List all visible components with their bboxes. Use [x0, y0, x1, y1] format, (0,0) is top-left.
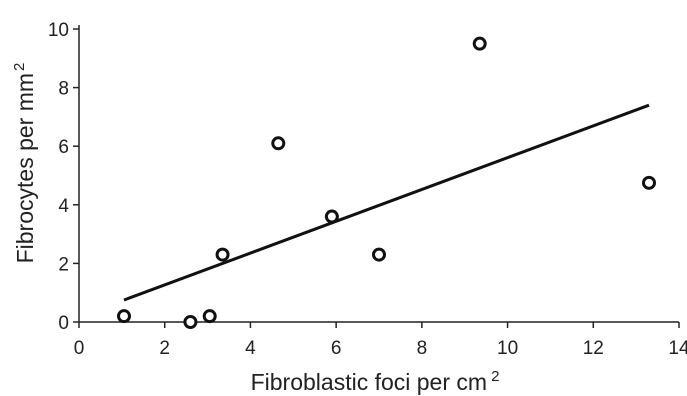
data-point [202, 309, 217, 324]
y-tick-label: 2 [58, 254, 69, 275]
data-point [215, 247, 230, 262]
y-tick-label: 6 [58, 137, 69, 158]
x-tick-label: 4 [245, 338, 256, 359]
data-point [183, 315, 198, 329]
trendline [123, 103, 650, 302]
x-tick-label: 12 [583, 338, 604, 359]
x-tick-label: 8 [417, 338, 428, 359]
data-point [372, 247, 386, 262]
data-point [271, 136, 286, 151]
ticks: 0 2 4 6 8 10 12 14 0 2 4 6 8 10 [48, 20, 687, 359]
y-tick-label: 4 [58, 196, 69, 217]
y-tick-label: 0 [58, 313, 69, 334]
x-tick-label: 10 [497, 338, 518, 359]
trendline-group [123, 103, 650, 302]
data-point [324, 209, 339, 224]
y-tick-label: 8 [58, 79, 69, 100]
axes [78, 25, 679, 323]
data-point [472, 36, 487, 51]
data-point [117, 309, 131, 324]
y-tick-label: 10 [48, 20, 69, 41]
x-tick-label: 6 [331, 338, 342, 359]
x-tick-label: 0 [74, 338, 85, 359]
y-axis-title: Fibrocytes per mm2 [11, 63, 38, 264]
data-points [117, 36, 656, 329]
x-axis-title: Fibroblastic foci per cm 2 [251, 368, 500, 395]
x-tick-label: 14 [668, 338, 687, 359]
data-point [642, 175, 656, 190]
x-tick-label: 2 [159, 338, 170, 359]
